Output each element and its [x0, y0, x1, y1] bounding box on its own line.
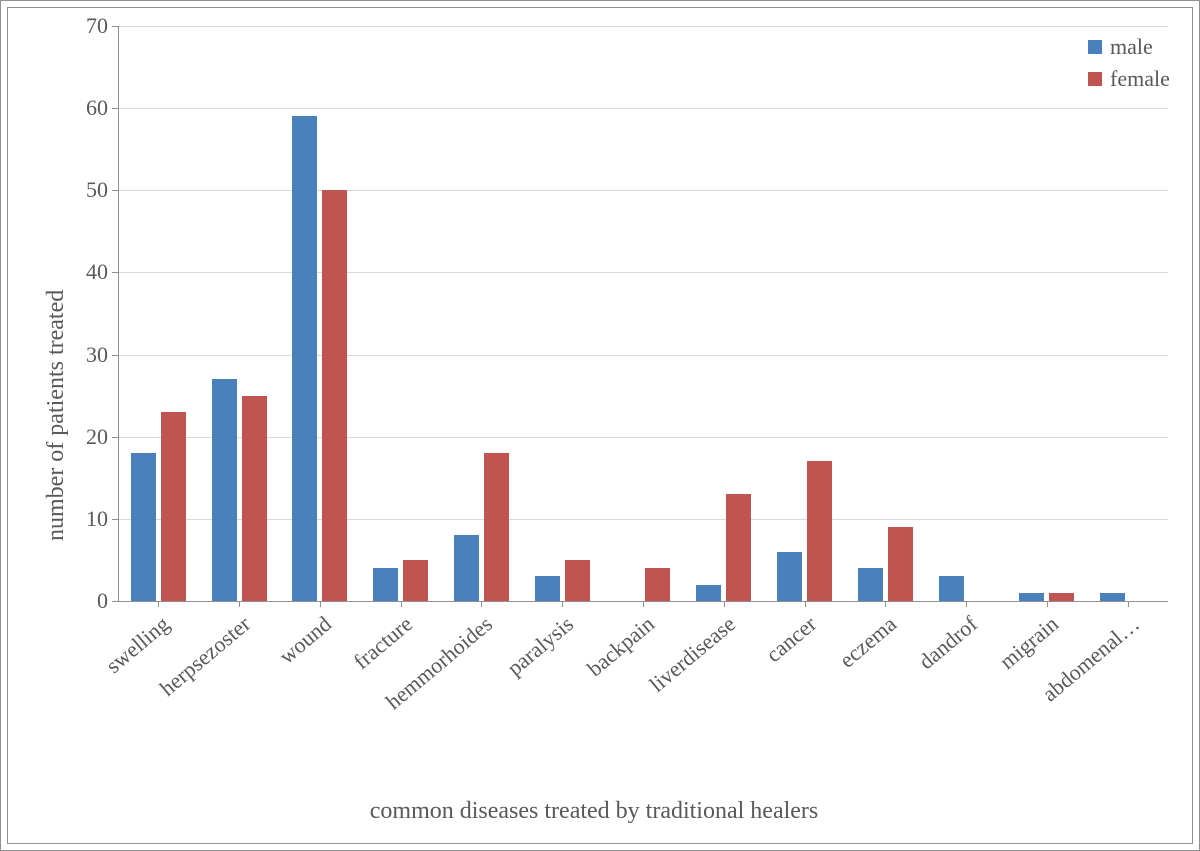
chart-border: 010203040506070swellingherpsezosterwound… — [7, 7, 1193, 844]
bar-male — [939, 576, 964, 601]
category-label: cancer — [761, 611, 822, 668]
bar-female — [403, 560, 428, 601]
x-tick-mark — [724, 601, 725, 607]
bar-male — [696, 585, 721, 601]
x-tick-mark — [562, 601, 563, 607]
category-group: liverdisease — [683, 26, 764, 601]
category-group: swelling — [118, 26, 199, 601]
x-tick-mark — [1047, 601, 1048, 607]
y-tick-mark — [112, 601, 118, 602]
bar-female — [322, 190, 347, 601]
bar-male — [131, 453, 156, 601]
category-label: liverdisease — [644, 611, 740, 698]
x-tick-mark — [320, 601, 321, 607]
bar-female — [242, 396, 267, 601]
bar-female — [888, 527, 913, 601]
x-tick-mark — [885, 601, 886, 607]
x-tick-mark — [481, 601, 482, 607]
x-tick-mark — [401, 601, 402, 607]
bar-male — [454, 535, 479, 601]
category-group: abdomenal… — [1087, 26, 1168, 601]
bar-female — [807, 461, 832, 601]
x-axis-label: common diseases treated by traditional h… — [370, 798, 819, 825]
bar-female — [161, 412, 186, 601]
legend-swatch — [1088, 72, 1102, 86]
category-group: migrain — [1006, 26, 1087, 601]
bar-male — [292, 116, 317, 601]
bar-male — [1100, 593, 1125, 601]
category-group: fracture — [360, 26, 441, 601]
bar-male — [777, 552, 802, 601]
bar-female — [1049, 593, 1074, 601]
legend-item: female — [1088, 66, 1170, 92]
x-tick-mark — [643, 601, 644, 607]
category-label: wound — [274, 611, 337, 669]
plot-area: 010203040506070swellingherpsezosterwound… — [118, 26, 1168, 601]
category-group: hemmorhoides — [441, 26, 522, 601]
bar-female — [565, 560, 590, 601]
x-tick-mark — [966, 601, 967, 607]
legend-item: male — [1088, 34, 1170, 60]
bar-female — [645, 568, 670, 601]
y-axis-label: number of patients treated — [43, 290, 70, 541]
bar-male — [212, 379, 237, 601]
bar-male — [1019, 593, 1044, 601]
category-group: wound — [280, 26, 361, 601]
category-group: backpain — [603, 26, 684, 601]
bar-male — [373, 568, 398, 601]
category-group: paralysis — [522, 26, 603, 601]
bar-male — [535, 576, 560, 601]
x-tick-mark — [805, 601, 806, 607]
category-label: paralysis — [502, 611, 579, 681]
x-tick-mark — [158, 601, 159, 607]
bar-female — [484, 453, 509, 601]
bar-male — [858, 568, 883, 601]
category-group: cancer — [764, 26, 845, 601]
category-label: eczema — [835, 611, 902, 673]
category-label: backpain — [582, 611, 660, 682]
x-tick-mark — [1128, 601, 1129, 607]
x-tick-mark — [239, 601, 240, 607]
category-group: eczema — [845, 26, 926, 601]
legend-label: female — [1110, 66, 1170, 92]
bar-female — [726, 494, 751, 601]
legend-label: male — [1110, 34, 1153, 60]
category-group: dandrof — [926, 26, 1007, 601]
legend-swatch — [1088, 40, 1102, 54]
chart-container: 010203040506070swellingherpsezosterwound… — [0, 0, 1200, 851]
category-group: herpsezoster — [199, 26, 280, 601]
category-label: swelling — [101, 611, 175, 679]
legend: male female — [1088, 34, 1170, 98]
category-label: fracture — [348, 611, 417, 675]
category-label: dandrof — [914, 611, 983, 675]
category-label: migrain — [994, 611, 1063, 675]
